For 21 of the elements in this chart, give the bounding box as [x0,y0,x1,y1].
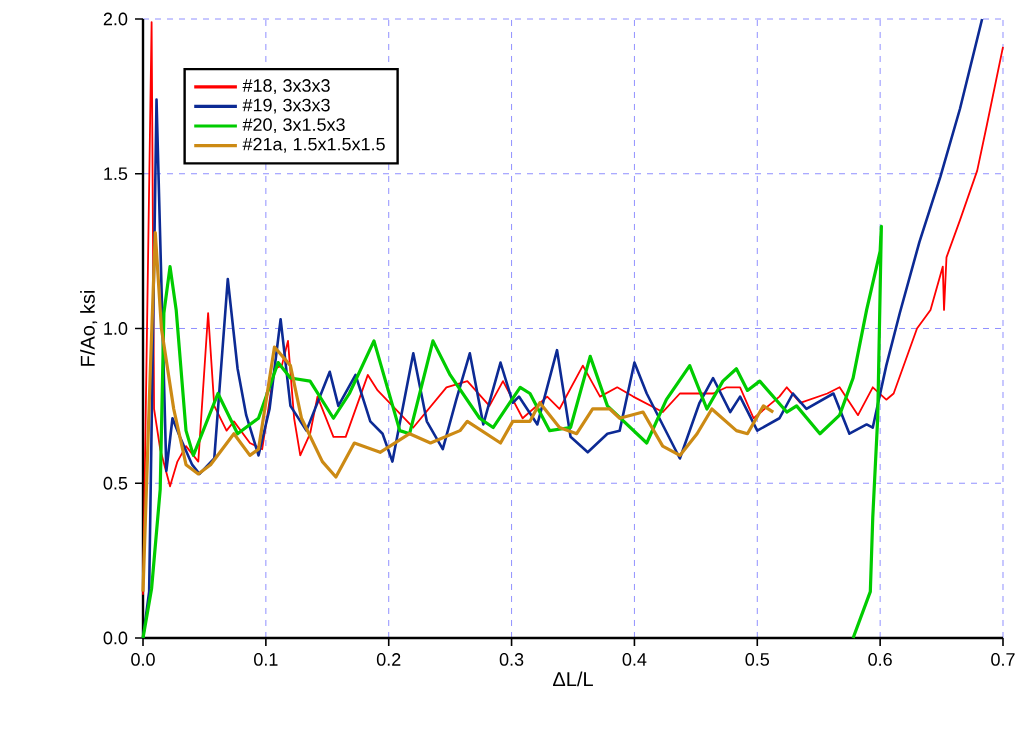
y-tick-label: 1.0 [104,322,128,335]
legend-label: #18, 3x3x3 [242,79,330,94]
x-tick-label: 0.2 [376,653,401,666]
x-tick-label: 0.1 [254,653,278,666]
y-tick-label: 2.0 [103,12,128,26]
y-axis-title: F/Ao, ksi [80,290,98,366]
x-tick-label: 0.0 [131,653,155,666]
x-tick-label: 0.5 [745,653,770,666]
x-tick-label: 0.3 [499,653,524,666]
x-tick-label: 0.7 [991,653,1015,666]
legend-label: #20, 3x1.5x3 [242,118,345,134]
y-tick-label: 0.5 [103,476,128,490]
line-series [141,224,883,640]
y-tick-label: 1.5 [104,167,128,181]
x-tick-label: 0.6 [868,653,892,666]
y-tick-label: 0.0 [103,631,128,645]
legend-label: #19, 3x3x3 [242,98,330,114]
legend-label: #21a, 1.5x1.5x1.5 [242,137,385,153]
x-tick-label: 0.4 [622,653,647,666]
line-series [141,230,775,594]
x-axis-title: ΔL/L [553,671,593,687]
